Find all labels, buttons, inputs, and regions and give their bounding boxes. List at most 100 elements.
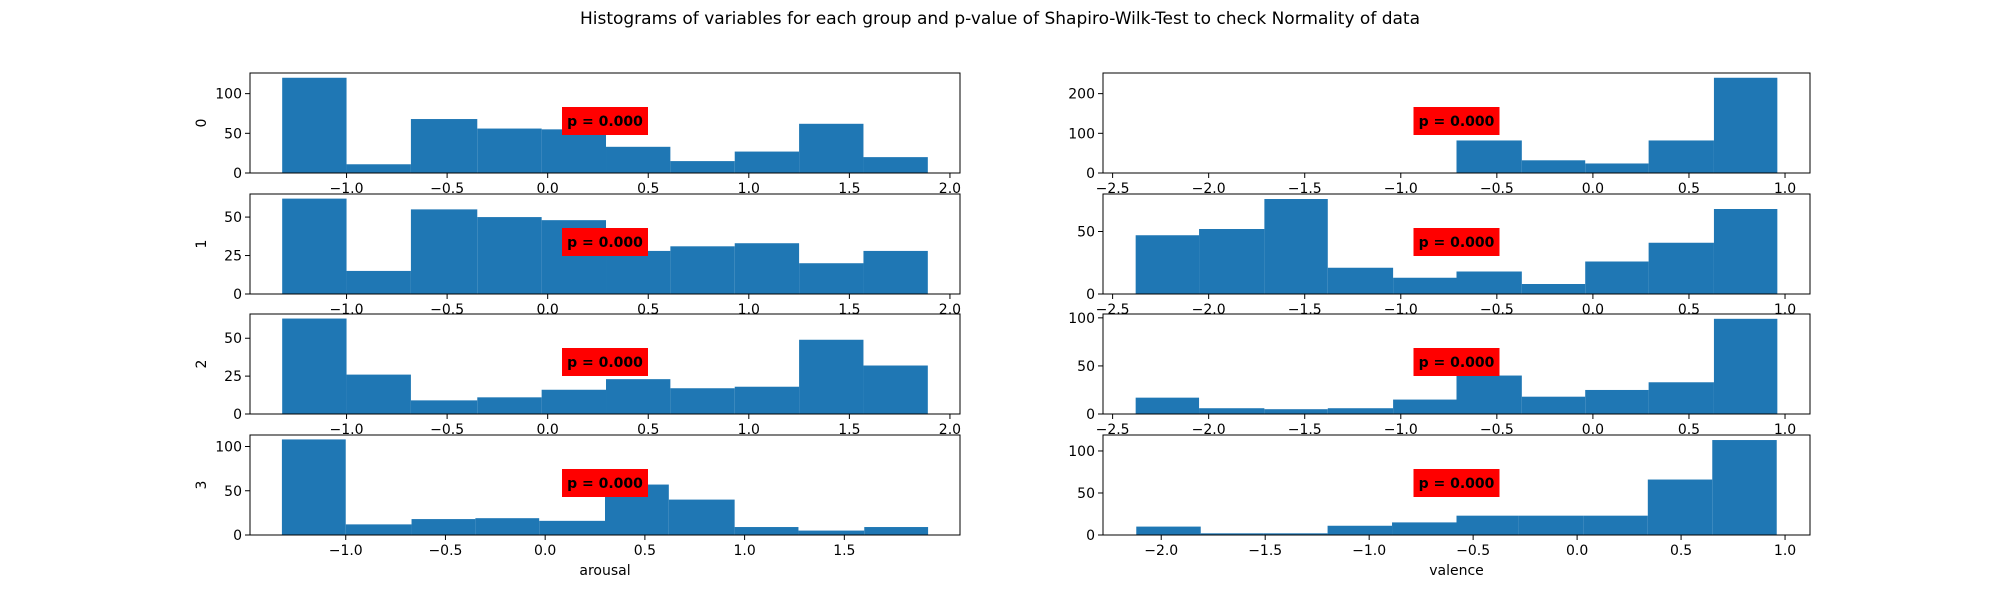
x-tick-label: −2.0 <box>1144 543 1178 559</box>
histogram-bar <box>1393 399 1457 414</box>
y-tick-label: 0 <box>1086 528 1095 544</box>
axes-frame <box>249 434 961 536</box>
histogram-bar <box>799 339 864 414</box>
histogram-bar <box>1521 160 1586 173</box>
histogram-bar <box>1585 163 1649 173</box>
y-tick-label: 200 <box>1068 87 1095 103</box>
p-value-box <box>562 469 648 497</box>
histogram-bar <box>1712 440 1777 535</box>
x-tick-label: 0.5 <box>637 181 659 197</box>
x-tick-label: 1.0 <box>738 181 760 197</box>
p-value-label: p = 0.000 <box>1419 235 1495 251</box>
histogram-bar <box>346 164 411 173</box>
x-tick-label: −2.5 <box>1096 302 1130 318</box>
histogram-bar <box>1648 242 1714 294</box>
histogram-bar <box>799 123 864 173</box>
x-tick-label: −0.5 <box>428 543 462 559</box>
x-tick-label: −2.0 <box>1192 181 1226 197</box>
histogram-bar <box>1456 140 1522 173</box>
histogram-bar <box>541 389 607 414</box>
subplot-arousal-group-0: −1.0 −0.5 0.0 0.5 1.0 1.5 2.0 0 50 100 0 p = 0.000 <box>194 72 961 197</box>
x-tick-label: 0.0 <box>1582 422 1604 438</box>
x-tick-label: 0.0 <box>1582 181 1604 197</box>
y-tick-label: 100 <box>1068 444 1095 460</box>
y-tick-label: 100 <box>1068 126 1095 142</box>
x-tick-label: −0.5 <box>430 302 464 318</box>
histogram-bar <box>1327 267 1394 294</box>
p-value-label: p = 0.000 <box>1419 114 1495 130</box>
p-value-box <box>562 107 648 135</box>
x-tick-label: −1.5 <box>1288 181 1322 197</box>
axes-frame <box>1102 72 1811 174</box>
y-tick-label: 100 <box>215 440 242 456</box>
histogram-bar <box>346 270 411 294</box>
p-value-label: p = 0.000 <box>567 114 643 130</box>
histogram-bar <box>1263 533 1328 535</box>
subplot-valence-group-0: −2.5 −2.0 −1.5 −1.0 −0.5 0.0 0.5 1.0 0 100 200 p = … <box>1068 72 1811 197</box>
histogram-bar <box>1713 318 1778 414</box>
histogram-bar <box>670 388 735 414</box>
axes-frame <box>249 72 961 174</box>
x-tick-label: −2.0 <box>1192 302 1226 318</box>
x-tick-label: 0.5 <box>637 302 659 318</box>
y-tick-label: 0 <box>1086 287 1095 303</box>
figure-title: Histograms of variables for each group a… <box>580 9 1420 29</box>
x-tick-label: 0.0 <box>537 422 559 438</box>
histogram-bar <box>734 151 800 173</box>
x-tick-label: 1.5 <box>838 181 860 197</box>
x-tick-label: −0.5 <box>1480 181 1514 197</box>
x-tick-label: 0.0 <box>1566 543 1588 559</box>
histogram-bar <box>606 146 671 173</box>
histogram-bar <box>863 250 928 294</box>
y-axis-label: 0 <box>194 119 210 128</box>
x-tick-label: −1.0 <box>1384 181 1418 197</box>
y-tick-label: 0 <box>1086 407 1095 423</box>
histogram-bar <box>1648 140 1714 173</box>
x-tick-label: 0.0 <box>534 543 556 559</box>
y-axis-label: 3 <box>194 481 210 490</box>
x-tick-label: 2.0 <box>939 181 961 197</box>
x-tick-label: −1.5 <box>1288 302 1322 318</box>
x-tick-label: 2.0 <box>939 302 961 318</box>
axes-frame <box>249 313 961 415</box>
x-tick-label: 0.0 <box>1582 302 1604 318</box>
histogram-bar <box>282 77 347 173</box>
histogram-bar <box>1521 396 1586 414</box>
histogram-bar <box>1327 525 1393 535</box>
p-value-label: p = 0.000 <box>567 476 643 492</box>
histogram-bar <box>1264 199 1328 294</box>
histogram-bar <box>1393 277 1457 294</box>
x-tick-label: −1.0 <box>330 181 364 197</box>
x-tick-label: 0.5 <box>1670 543 1692 559</box>
histogram-bar <box>1521 284 1586 294</box>
x-tick-label: 0.0 <box>537 181 559 197</box>
subplot-valence-group-1: −2.5 −2.0 −1.5 −1.0 −0.5 0.0 0.5 1.0 0 50 p = 0.00… <box>1077 193 1811 318</box>
p-value-box <box>1413 107 1500 135</box>
histogram-bar <box>1135 397 1200 414</box>
histogram-bar <box>1135 235 1200 294</box>
x-tick-label: 0.5 <box>1678 181 1700 197</box>
x-axis-label: arousal <box>579 563 630 579</box>
x-tick-label: 1.0 <box>738 302 760 318</box>
y-tick-label: 50 <box>1077 359 1095 375</box>
p-value-box <box>1413 469 1500 497</box>
histogram-bar <box>282 198 347 294</box>
x-tick-label: 0.5 <box>634 543 656 559</box>
histogram-bar <box>477 217 542 294</box>
x-tick-label: 0.5 <box>637 422 659 438</box>
x-tick-label: 1.0 <box>738 422 760 438</box>
x-tick-label: −1.0 <box>330 422 364 438</box>
histogram-bar <box>1199 408 1265 414</box>
y-tick-label: 50 <box>1077 486 1095 502</box>
histogram-bar <box>346 374 411 414</box>
histogram-bar <box>1456 515 1519 535</box>
y-tick-label: 0 <box>233 287 242 303</box>
histogram-bar <box>1456 271 1522 294</box>
y-tick-label: 50 <box>224 484 242 500</box>
y-axis-label: 1 <box>194 240 210 249</box>
histogram-bar <box>1199 229 1265 294</box>
histogram-bar <box>1327 408 1394 414</box>
p-value-box <box>562 228 648 256</box>
x-tick-label: 1.0 <box>1774 181 1796 197</box>
